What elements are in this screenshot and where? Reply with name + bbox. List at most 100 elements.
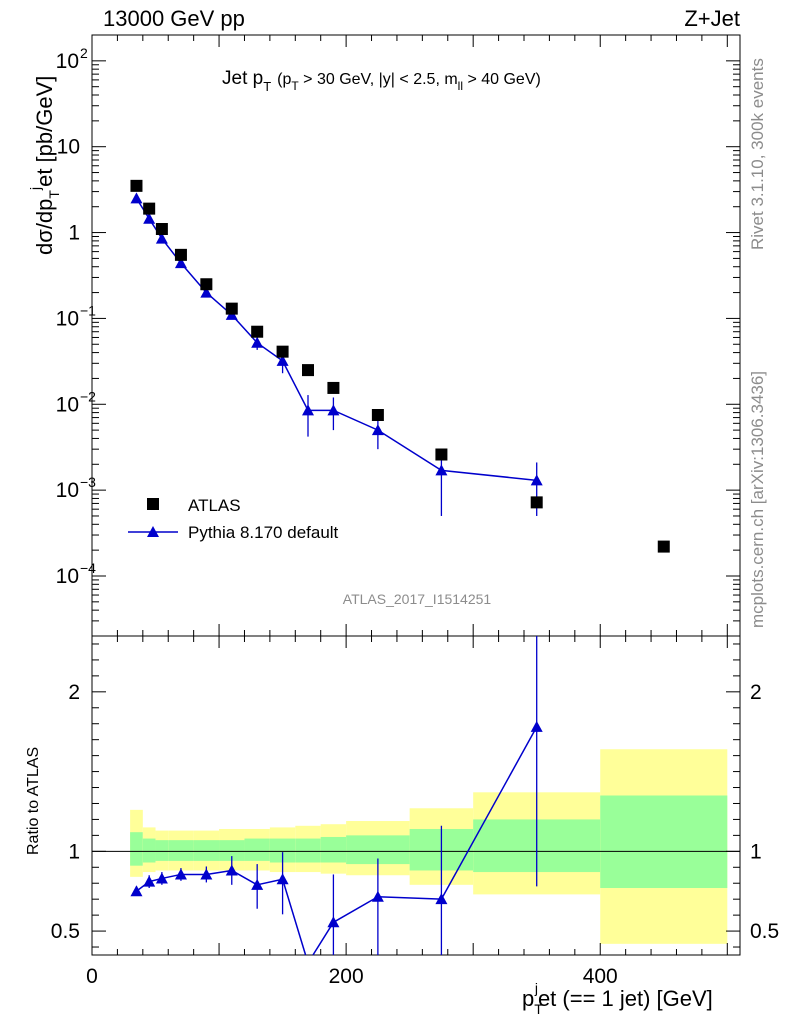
- plot-title-cond-mid: > 30 GeV, |y| < 2.5, m: [299, 71, 458, 88]
- mc-point-main: [435, 464, 448, 476]
- atlas-point: [371, 409, 384, 422]
- mc-point-main: [302, 404, 314, 416]
- atlas-point: [530, 496, 543, 509]
- y-tick-label-main: 10: [56, 50, 79, 73]
- y-tick-label-main-exp: −2: [80, 388, 96, 404]
- y-axis-label-ratio: Ratio to ATLAS: [25, 747, 42, 855]
- mc-line-main: [135, 197, 537, 482]
- legend-atlas-marker: [147, 498, 159, 510]
- ratio-band-inner: [168, 840, 194, 861]
- ratio-band-inner: [600, 795, 728, 889]
- plot-title-cond-sub: T: [291, 79, 299, 93]
- atlas-point: [143, 202, 156, 215]
- atlas-point: [435, 448, 448, 461]
- atlas-point: [200, 278, 213, 291]
- plot-title-cond-sub2: ll: [458, 79, 463, 93]
- mc-point-main: [130, 192, 143, 204]
- mc-point-main: [143, 212, 156, 224]
- mc-point-ratio: [530, 720, 543, 732]
- legend-pythia-marker: [147, 526, 159, 537]
- mc-point-ratio: [435, 893, 448, 905]
- atlas-point: [174, 248, 187, 261]
- atlas-point: [225, 302, 238, 315]
- y-tick-label-main: 10: [56, 479, 79, 502]
- mc-point-ratio: [225, 864, 238, 876]
- legend-pythia-label: Pythia 8.170 default: [188, 523, 339, 542]
- mc-point-ratio: [251, 878, 264, 890]
- x-tick-label: 0: [86, 965, 98, 988]
- y-axis-label-main: dσ/dpTjet [pb/GeV]: [27, 76, 62, 255]
- y-tick-label-main-exp: −4: [80, 560, 96, 576]
- mc-line-ratio: [257, 878, 283, 886]
- mc-point-main: [251, 336, 264, 348]
- legend: ATLAS Pythia 8.170 default: [128, 496, 339, 542]
- mcplots-label: mcplots.cern.ch [arXiv:1306.3436]: [748, 371, 767, 628]
- x-tick-label: 200: [329, 965, 364, 988]
- ratio-band-group: [92, 749, 740, 944]
- legend-atlas-label: ATLAS: [188, 496, 241, 515]
- mc-point-ratio: [174, 868, 187, 880]
- mc-point-main: [276, 354, 289, 366]
- y-tick-label-main: 10: [57, 136, 80, 159]
- mc-point-main: [174, 257, 187, 269]
- mc-point-main: [200, 286, 213, 298]
- mc-point-main: [371, 424, 384, 436]
- mc-point-ratio: [155, 872, 168, 884]
- atlas-point: [657, 540, 670, 553]
- ratio-band-inner: [155, 840, 169, 861]
- plot-title-cond-open: (p: [277, 71, 291, 88]
- y-tick-label-ratio-right: 1: [750, 840, 762, 863]
- y-tick-label-ratio-right: 0.5: [750, 920, 779, 943]
- y-tick-label-ratio: 0.5: [51, 920, 80, 943]
- y-tick-label-main: 1: [68, 222, 80, 245]
- mc-line-ratio: [281, 879, 307, 956]
- rivet-label: Rivet 3.1.10, 300k events: [748, 58, 767, 250]
- atlas-point: [130, 179, 143, 192]
- header-right: Z+Jet: [684, 6, 740, 31]
- ratio-panel-frame: [91, 635, 741, 956]
- mc-line-ratio: [206, 869, 232, 876]
- mc-line-ratio: [377, 896, 442, 900]
- mc-line-ratio: [312, 921, 335, 956]
- atlas-point: [155, 223, 168, 236]
- ratio-band-inner: [193, 840, 220, 861]
- mc-point-ratio: [130, 885, 143, 897]
- ratio-band-inner: [142, 838, 156, 863]
- x-axis-label-post: et (== 1 jet) [GeV]: [538, 986, 713, 1011]
- y-tick-label-main-exp: −3: [80, 474, 96, 490]
- x-axis-label-pre: p: [522, 986, 534, 1011]
- y-tick-label-ratio-right: 2: [750, 681, 762, 704]
- y-tick-label-main: 10: [56, 393, 79, 416]
- x-axis-label: pTjet (== 1 jet) [GeV]: [522, 980, 713, 1017]
- mc-point-ratio: [276, 873, 289, 885]
- plot-title-main: Jet p: [222, 68, 263, 89]
- header-left: 13000 GeV pp: [103, 6, 245, 31]
- mc-line-ratio: [440, 726, 538, 900]
- y-tick-label-main: 10: [56, 307, 79, 330]
- mc-point-ratio: [143, 875, 156, 887]
- plot-title: Jet pT (pT > 30 GeV, |y| < 2.5, mll > 40 …: [222, 68, 541, 94]
- analysis-watermark: ATLAS_2017_I1514251: [343, 591, 492, 607]
- mc-point-main: [530, 474, 543, 486]
- plot-title-cond-end: > 40 GeV): [463, 71, 541, 88]
- mc-point-main: [327, 404, 340, 416]
- y-tick-label-ratio: 1: [68, 840, 80, 863]
- main-panel-frame: [91, 34, 741, 637]
- mc-point-ratio: [327, 916, 340, 928]
- y-tick-label-ratio: 2: [68, 681, 80, 704]
- x-axis-label-sup: j: [534, 980, 538, 996]
- atlas-point: [302, 364, 314, 377]
- mc-point-main: [155, 232, 168, 244]
- x-axis-label-sub: T: [534, 1001, 543, 1017]
- ratio-band-inner: [130, 832, 143, 866]
- y-tick-label-main-exp: −1: [80, 302, 96, 318]
- y-axis-label-main-sub: T: [46, 190, 62, 199]
- x-tick-label: 400: [583, 965, 618, 988]
- atlas-point: [276, 345, 289, 358]
- y-axis-label-main-sup: j: [27, 187, 43, 191]
- y-axis-label-main-text: dσ/dp: [32, 199, 57, 255]
- mc-line-ratio: [333, 896, 379, 923]
- y-tick-label-main: 10: [56, 565, 79, 588]
